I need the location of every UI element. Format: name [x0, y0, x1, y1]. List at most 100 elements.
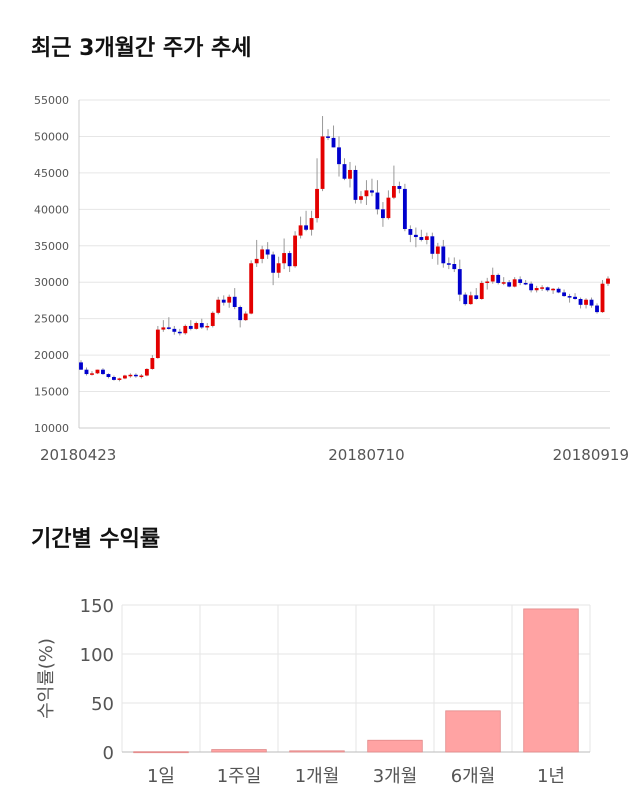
- candle-body: [359, 196, 363, 200]
- candle-body: [584, 299, 588, 305]
- y-tick-label: 25000: [34, 313, 69, 326]
- candle-body: [391, 186, 396, 198]
- candle-body: [556, 288, 561, 293]
- candle-body: [534, 288, 539, 291]
- candle-body: [474, 295, 479, 299]
- y-tick-label: 40000: [34, 203, 69, 216]
- y-tick-label: 35000: [34, 240, 69, 253]
- candle-body: [463, 294, 468, 305]
- x-tick-label: 6개월: [451, 766, 496, 787]
- candle-body: [309, 218, 314, 230]
- candle-body: [172, 328, 177, 332]
- candle-body: [265, 249, 270, 255]
- y-tick-label: 50: [91, 694, 114, 715]
- x-tick-label: 1년: [537, 766, 565, 787]
- candle-body: [501, 282, 506, 284]
- return-bar: [445, 710, 501, 753]
- returns-title: 기간별 수익률: [31, 527, 161, 552]
- y-tick-label: 150: [80, 596, 114, 617]
- candle-body: [551, 288, 556, 291]
- candle-body: [183, 325, 188, 334]
- candle-body: [518, 279, 523, 283]
- candle-body: [276, 263, 281, 273]
- candle-body: [485, 281, 490, 283]
- return-bar: [133, 751, 189, 754]
- candle-body: [205, 325, 210, 328]
- y-tick-label: 10000: [34, 422, 69, 435]
- candle-body: [298, 225, 303, 236]
- candle-body: [166, 327, 171, 329]
- candle-body: [112, 376, 116, 380]
- candle-body: [375, 192, 380, 210]
- candle-body: [529, 283, 534, 291]
- price-trend-title: 최근 3개월간 주가 추세: [31, 36, 252, 61]
- candle-body: [238, 307, 243, 321]
- candle-body: [128, 374, 133, 377]
- candle-body: [589, 299, 594, 306]
- candle-body: [479, 282, 484, 299]
- candle-body: [512, 279, 517, 287]
- candle-body: [210, 312, 215, 326]
- x-tick-label: 20180423: [40, 446, 116, 464]
- candle-body: [595, 305, 599, 313]
- y-tick-label: 15000: [34, 386, 69, 399]
- candle-body: [441, 246, 446, 264]
- candle-body: [348, 169, 352, 179]
- candle-body: [155, 329, 160, 359]
- candle-body: [606, 278, 610, 284]
- candle-body: [419, 237, 424, 240]
- candle-body: [364, 190, 369, 197]
- candle-body: [79, 362, 83, 370]
- candle-body: [573, 296, 577, 299]
- candle-body: [122, 375, 127, 379]
- candle-body: [331, 137, 336, 148]
- return-bar: [523, 608, 579, 753]
- candle-body: [386, 197, 391, 219]
- candle-body: [95, 369, 100, 374]
- candle-body: [194, 323, 199, 329]
- candle-body: [446, 263, 451, 265]
- candle-body: [144, 368, 149, 376]
- candle-body: [507, 282, 512, 287]
- candle-body: [271, 254, 276, 273]
- candle-body: [342, 164, 347, 179]
- candle-body: [457, 269, 462, 295]
- candle-body: [161, 327, 166, 330]
- return-bar: [367, 739, 423, 753]
- candle-body: [221, 299, 226, 303]
- candle-body: [101, 369, 105, 375]
- candle-body: [150, 358, 155, 369]
- candle-body: [139, 375, 144, 378]
- candle-body: [540, 287, 545, 289]
- x-tick-label: 1개월: [295, 766, 340, 787]
- candle-body: [468, 295, 473, 305]
- candle-body: [435, 246, 440, 254]
- y-axis-label: 수익률(%): [36, 638, 57, 719]
- candle-body: [227, 296, 232, 303]
- x-tick-label: 1일: [147, 766, 175, 787]
- candle-body: [254, 258, 259, 264]
- candle-body: [293, 235, 298, 267]
- y-tick-label: 55000: [34, 94, 69, 107]
- x-tick-label: 3개월: [373, 766, 418, 787]
- x-tick-label: 20180919: [553, 446, 629, 464]
- candle-body: [304, 225, 308, 230]
- candle-body: [496, 274, 501, 283]
- candle-body: [117, 378, 122, 380]
- y-tick-label: 20000: [34, 349, 69, 362]
- candle-body: [199, 323, 204, 328]
- candle-body: [413, 234, 418, 238]
- candle-body: [287, 253, 292, 267]
- y-tick-label: 50000: [34, 130, 69, 143]
- x-tick-label: 20180710: [328, 446, 404, 464]
- candle-body: [260, 249, 265, 259]
- price-candlestick-chart: 10000 15000 20000 25000 30000 35000 40000 45000…: [34, 94, 629, 464]
- candle-body: [381, 209, 385, 219]
- candle-body: [578, 298, 583, 305]
- candle-body: [397, 186, 402, 189]
- return-bar: [211, 749, 267, 753]
- candle-body: [353, 169, 358, 200]
- candle-body: [243, 313, 248, 321]
- candle-body: [402, 188, 407, 230]
- candle-body: [523, 282, 528, 285]
